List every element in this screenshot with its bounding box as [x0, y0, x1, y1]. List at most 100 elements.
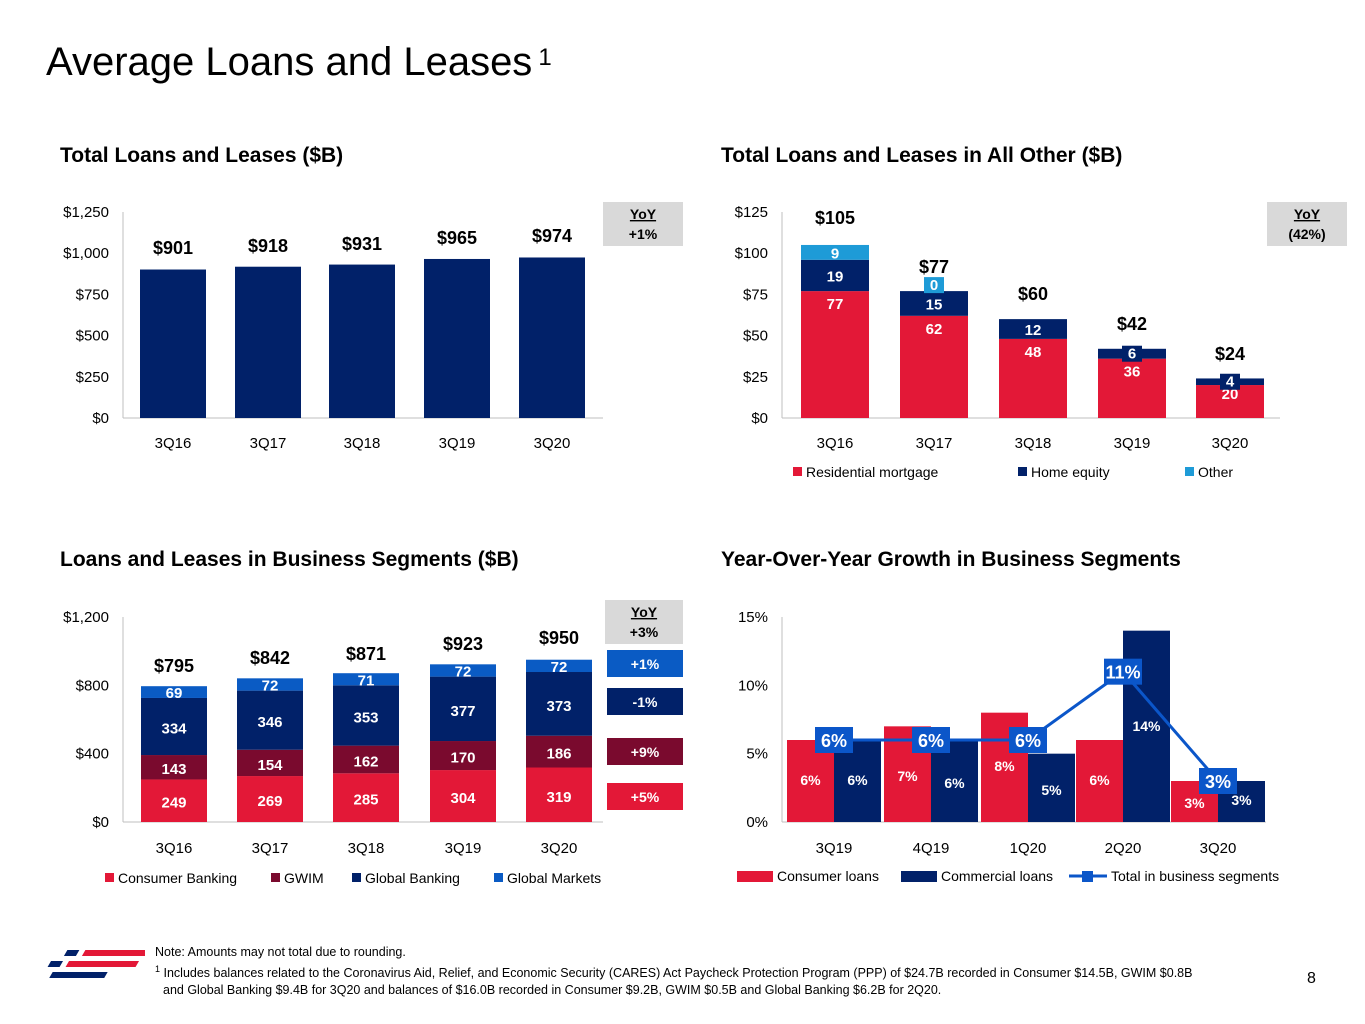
chart4-total-marker [912, 727, 950, 753]
chart3-bar-global-banking [430, 676, 496, 742]
chart3-bar-global-markets [141, 686, 207, 698]
chart3-segment-yoy-box [607, 783, 683, 810]
chart1-yoy-value: +1% [629, 226, 658, 242]
chart2-segment-label: 6 [1128, 346, 1136, 363]
chart3-segment-label: 170 [450, 750, 475, 767]
chart4-bar-consumer-loans [1076, 740, 1123, 822]
chart3-segment-label: 72 [262, 677, 279, 694]
chart2-segment-label: 20 [1222, 386, 1239, 403]
chart3-total-label: $950 [539, 628, 579, 648]
chart2-legend-label: Home equity [1031, 464, 1110, 480]
page-number: 8 [1307, 970, 1316, 987]
chart3-segment-yoy-box [607, 688, 683, 715]
chart4-bar-consumer-loans [787, 740, 834, 822]
chart2-bar-residential-mortgage [999, 338, 1067, 418]
chart3-segment-label: 334 [161, 721, 187, 738]
chart4-title: Year-Over-Year Growth in Business Segmen… [721, 548, 1181, 571]
chart4-total-label: 6% [918, 731, 944, 751]
chart4-total-label: 6% [1015, 731, 1041, 751]
chart4-bar-commercial-loans [931, 740, 978, 822]
chart3-segment-label: 249 [161, 795, 186, 812]
chart4-xtick-label: 1Q20 [1010, 840, 1047, 857]
chart4-total-marker [1009, 727, 1047, 753]
chart4-ytick-label: 5% [746, 746, 768, 763]
chart3-segment-label: 373 [546, 698, 571, 715]
chart3-bar-global-markets [237, 678, 303, 691]
chart4-total-marker [1104, 658, 1142, 685]
chart3-bar-global-markets [430, 664, 496, 677]
chart3-total-label: $842 [250, 648, 290, 668]
chart2-xtick-label: 3Q16 [817, 435, 854, 452]
chart4-commercial-label: 6% [944, 775, 965, 791]
chart3-legend-label: Global Markets [507, 870, 601, 886]
footnote-line-1: Includes balances related to the Coronav… [163, 966, 1193, 981]
chart1-ytick-label: $750 [76, 286, 109, 303]
chart4-ytick-label: 10% [738, 677, 768, 694]
chart1-ytick-label: $1,250 [63, 204, 109, 221]
chart3-legend-label: Global Banking [365, 870, 460, 886]
chart2-segment-label: 9 [831, 245, 839, 262]
chart3-segment-label: 72 [551, 659, 568, 676]
chart2-ytick-label: $25 [743, 369, 768, 386]
chart2-segment-label: 15 [926, 296, 943, 313]
chart2-total-label: $60 [1018, 284, 1048, 304]
chart4-legend-label: Commercial loans [941, 868, 1053, 884]
chart4-consumer-label: 6% [1089, 772, 1110, 788]
chart3-segment-label: 377 [450, 703, 475, 720]
chart3-segment-label: 69 [166, 685, 183, 702]
chart3-bar-global-banking [141, 697, 207, 756]
chart1-xtick-label: 3Q17 [250, 435, 287, 452]
chart2-segment-label: 48 [1025, 344, 1042, 361]
chart3-legend-swatch [105, 873, 114, 882]
chart3-segment-yoy-value: +1% [631, 656, 660, 672]
chart1-bar [329, 264, 395, 418]
chart1-ytick-label: $500 [76, 328, 109, 345]
chart3-segment-label: 285 [353, 792, 378, 809]
chart2-legend-label: Residential mortgage [806, 464, 939, 480]
chart2-segment-label: 4 [1226, 374, 1235, 391]
chart3-segment-label: 154 [257, 757, 283, 774]
chart3-total-label: $795 [154, 656, 194, 676]
chart2-legend-swatch [793, 467, 802, 476]
chart1-xtick-label: 3Q19 [439, 435, 476, 452]
page-title: Average Loans and Leases 1 [46, 40, 552, 84]
chart2-legend-swatch [1185, 467, 1194, 476]
chart4-total-marker [1199, 768, 1237, 794]
chart3-yoy-box [605, 600, 683, 644]
chart4-commercial-label: 14% [1132, 718, 1161, 734]
chart3-segment-label: 319 [546, 789, 571, 806]
chart1-bar [235, 266, 301, 418]
chart2-segment-label: 19 [827, 268, 844, 285]
chart3-yoy-value: +3% [630, 624, 659, 640]
chart3-bar-global-banking [526, 672, 592, 736]
chart3-xtick-label: 3Q16 [156, 840, 193, 857]
chart1-value-label: $974 [532, 226, 572, 246]
chart4-total-label: 6% [821, 731, 847, 751]
title-footnote-marker: 1 [538, 44, 552, 71]
chart1-yoy-header: YoY [630, 206, 657, 222]
chart3-ytick-label: $800 [76, 677, 109, 694]
chart3-bar-consumer-banking [526, 767, 592, 822]
chart1-ytick-label: $1,000 [63, 245, 109, 262]
chart2-segment-label: 77 [827, 296, 844, 313]
chart2-segment-label: 62 [926, 321, 943, 338]
chart2-yoy-box [1267, 202, 1347, 246]
chart4-bar-commercial-loans [1028, 753, 1075, 822]
chart2-ytick-label: $50 [743, 328, 768, 345]
chart2-ytick-label: $100 [735, 245, 768, 262]
chart4-consumer-label: 8% [994, 758, 1015, 774]
chart3-xtick-label: 3Q19 [445, 840, 482, 857]
chart4-xtick-label: 3Q19 [816, 840, 853, 857]
chart3-bar-consumer-banking [333, 773, 399, 822]
chart4-legend-marker [1082, 871, 1093, 882]
chart2-yoy-header: YoY [1294, 206, 1321, 222]
chart4-commercial-label: 3% [1231, 792, 1252, 808]
chart4-ytick-label: 0% [746, 814, 768, 831]
chart3-xtick-label: 3Q20 [541, 840, 578, 857]
chart3-bar-gwim [141, 755, 207, 780]
chart3-bar-consumer-banking [141, 779, 207, 822]
chart3-segment-yoy-box [607, 650, 683, 677]
chart1-bar [140, 269, 206, 418]
chart1-value-label: $918 [248, 236, 288, 256]
bank-logo-icon [47, 950, 145, 978]
